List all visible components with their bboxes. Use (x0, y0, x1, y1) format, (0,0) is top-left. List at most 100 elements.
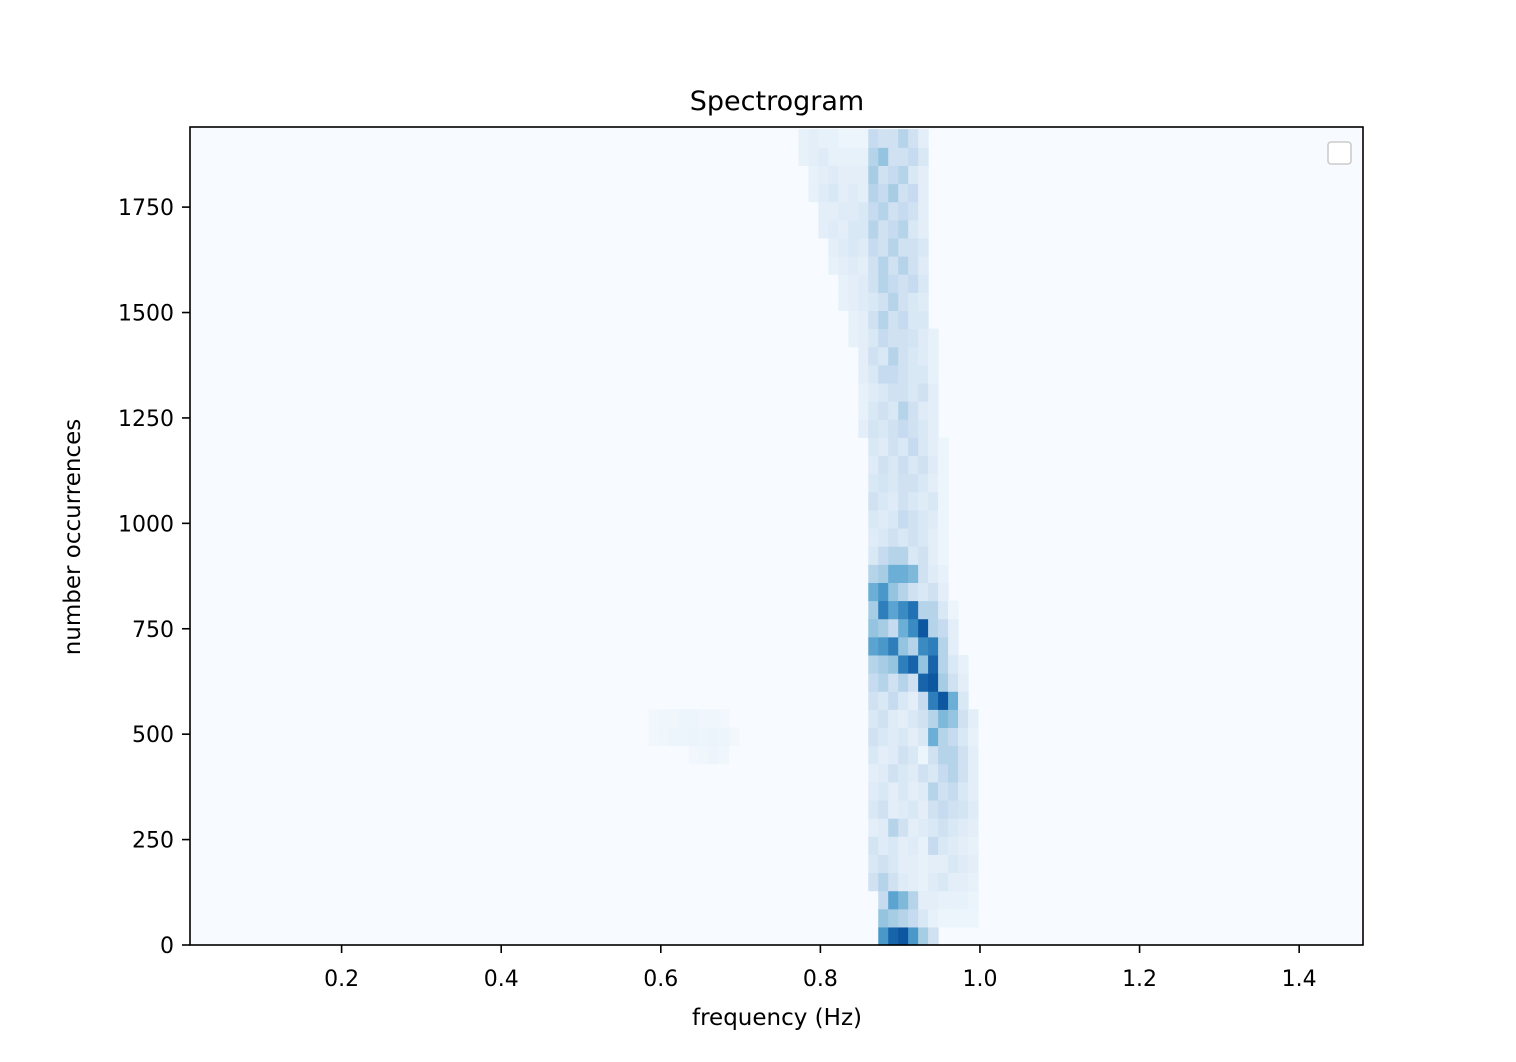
heatmap-cell (858, 292, 869, 312)
heatmap-cell (908, 636, 919, 656)
heatmap-cell (878, 618, 889, 638)
heatmap-cell (868, 872, 879, 892)
heatmap-cell (658, 727, 670, 747)
heatmap-cell (918, 237, 929, 257)
heatmap-cell (938, 908, 949, 928)
heatmap-cell (968, 763, 979, 783)
heatmap-cell (848, 256, 859, 275)
heatmap-cell (908, 836, 919, 855)
heatmap-cell (848, 237, 859, 257)
heatmap-cell (878, 237, 889, 257)
heatmap-cell (858, 201, 869, 221)
heatmap-cell (878, 256, 889, 275)
heatmap-cell (878, 219, 889, 239)
heatmap-cell (888, 908, 899, 928)
heatmap-cell (858, 419, 869, 438)
heatmap-cell (888, 618, 899, 638)
x-tick-label: 1.2 (1122, 967, 1157, 992)
heatmap-cell (888, 745, 899, 765)
heatmap-cell (948, 600, 959, 620)
heatmap-cell (898, 727, 909, 747)
heatmap-cell (858, 147, 869, 166)
heatmap-cell (928, 564, 939, 583)
heatmap-cell (898, 654, 909, 674)
heatmap-cell (898, 183, 909, 203)
heatmap-cell (868, 165, 879, 185)
heatmap-cell (918, 564, 929, 583)
heatmap-cell (868, 673, 879, 692)
heatmap-cell (928, 763, 939, 783)
heatmap-cell (938, 618, 949, 638)
heatmap-cell (718, 727, 730, 747)
heatmap-cell (938, 546, 949, 565)
heatmap-cell (868, 636, 879, 656)
heatmap-cell (888, 256, 899, 275)
heatmap-cell (888, 401, 899, 420)
heatmap-cell (908, 310, 919, 330)
heatmap-cell (908, 600, 919, 620)
heatmap-cell (958, 709, 969, 729)
heatmap-cell (848, 219, 859, 239)
heatmap-cell (928, 473, 939, 493)
heatmap-cell (878, 799, 889, 819)
heatmap-cell (948, 636, 959, 656)
heatmap-cell (918, 872, 929, 892)
heatmap-cell (668, 709, 680, 729)
heatmap-cell (888, 890, 899, 910)
heatmap-cell (918, 673, 929, 692)
y-axis-ticks: 0 250 500 750 1000 1250 1500 1750 (118, 196, 190, 959)
heatmap-cell (958, 781, 969, 801)
heatmap-cell (918, 836, 929, 855)
heatmap-cell (878, 582, 889, 602)
heatmap-cell (818, 201, 829, 221)
heatmap-cell (868, 183, 879, 203)
heatmap-cell (888, 437, 899, 457)
heatmap-cell (908, 201, 919, 221)
heatmap-cell (908, 401, 919, 420)
heatmap-cell (878, 129, 889, 148)
heatmap-cell (888, 219, 899, 239)
heatmap-cell (908, 709, 919, 729)
heatmap-cell (938, 654, 949, 674)
heatmap-cell (878, 691, 889, 710)
heatmap-cell (698, 745, 710, 765)
heatmap-cell (898, 836, 909, 855)
heatmap-cell (888, 872, 899, 892)
heatmap-cell (878, 183, 889, 203)
heatmap-cell (858, 129, 869, 148)
heatmap-cell (918, 129, 929, 148)
heatmap-cell (928, 836, 939, 855)
heatmap-cell (868, 691, 879, 710)
heatmap-cell (868, 256, 879, 275)
heatmap-cell (808, 165, 819, 185)
heatmap-cell (708, 727, 720, 747)
heatmap-cell (918, 274, 929, 293)
heatmap-cell (868, 546, 879, 565)
heatmap-cell (728, 727, 740, 747)
heatmap-cell (918, 926, 929, 946)
heatmap-cell (938, 836, 949, 855)
heatmap-cell (958, 854, 969, 874)
heatmap-cell (928, 854, 939, 874)
heatmap-cell (928, 636, 939, 656)
heatmap-cell (908, 691, 919, 710)
heatmap-cell (848, 183, 859, 203)
heatmap-cell (868, 654, 879, 674)
heatmap-cell (858, 346, 869, 366)
heatmap-cell (878, 310, 889, 330)
heatmap-cell (948, 727, 959, 747)
heatmap-cell (868, 709, 879, 729)
heatmap-cell (918, 455, 929, 475)
heatmap-cell (868, 328, 879, 348)
heatmap-cell (938, 437, 949, 457)
heatmap-cell (918, 346, 929, 366)
heatmap-cell (898, 437, 909, 457)
heatmap-cell (878, 165, 889, 185)
heatmap-cell (648, 727, 660, 747)
heatmap-cell (898, 509, 909, 529)
heatmap-cell (928, 600, 939, 620)
heatmap-cell (888, 129, 899, 148)
heatmap-cell (878, 872, 889, 892)
heatmap-cell (908, 799, 919, 819)
heatmap-cell (928, 908, 939, 928)
